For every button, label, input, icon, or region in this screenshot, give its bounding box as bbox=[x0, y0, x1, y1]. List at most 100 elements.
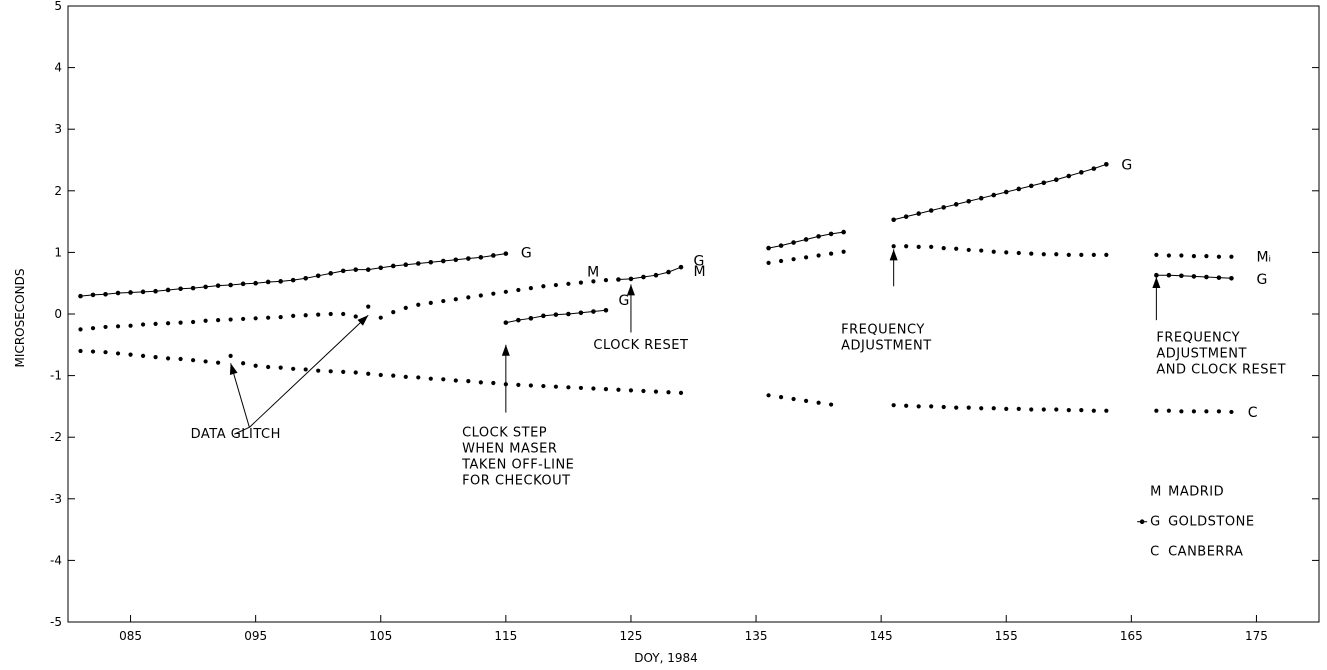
canberra-point bbox=[128, 352, 133, 357]
canberra-point bbox=[541, 383, 546, 389]
madrid-point bbox=[1104, 252, 1109, 257]
goldstone-point bbox=[791, 240, 796, 245]
x-tick-label: 155 bbox=[995, 629, 1018, 643]
canberra-point bbox=[391, 373, 396, 378]
madrid-point bbox=[266, 315, 271, 320]
series-layer bbox=[78, 162, 1234, 415]
madrid-point bbox=[103, 324, 108, 330]
madrid-point bbox=[416, 302, 421, 307]
madrid-point bbox=[1029, 251, 1034, 256]
madrid-point bbox=[1166, 253, 1171, 258]
x-tick-label: 085 bbox=[119, 629, 142, 643]
legend-label: CANBERRA bbox=[1168, 545, 1243, 560]
canberra-point bbox=[904, 403, 909, 408]
madrid-point bbox=[954, 246, 959, 251]
canberra-point bbox=[641, 388, 646, 394]
goldstone-point bbox=[303, 275, 308, 281]
madrid-point bbox=[1054, 252, 1059, 257]
canberra-point bbox=[1054, 407, 1059, 412]
goldstone-point bbox=[1154, 272, 1159, 278]
madrid-point bbox=[816, 253, 821, 258]
plot-frame bbox=[67, 5, 1320, 623]
goldstone-point bbox=[1053, 177, 1059, 183]
madrid-point bbox=[1041, 252, 1046, 257]
goldstone-point bbox=[803, 237, 809, 242]
goldstone-point bbox=[566, 311, 571, 317]
canberra-point bbox=[503, 382, 508, 387]
goldstone-point bbox=[628, 276, 634, 282]
goldstone-point bbox=[203, 284, 208, 290]
canberra-point bbox=[628, 388, 634, 393]
goldstone-point bbox=[1166, 272, 1172, 278]
canberra-point bbox=[1091, 408, 1096, 413]
goldstone-point bbox=[1204, 274, 1209, 280]
madrid-point bbox=[1179, 253, 1184, 258]
goldstone-point bbox=[1216, 275, 1222, 280]
canberra-point bbox=[791, 396, 796, 402]
canberra-point bbox=[653, 389, 659, 394]
canberra-point bbox=[341, 369, 346, 375]
goldstone-point bbox=[353, 267, 359, 272]
canberra-point bbox=[941, 404, 946, 410]
madrid-point bbox=[316, 312, 321, 317]
canberra-point bbox=[1216, 409, 1222, 414]
canberra-point bbox=[528, 383, 533, 388]
goldstone-point bbox=[1016, 186, 1022, 192]
annotation-arrowhead bbox=[229, 363, 238, 375]
madrid-point bbox=[991, 249, 996, 254]
madrid-point bbox=[278, 314, 283, 320]
madrid-point bbox=[428, 300, 433, 306]
x-tick-label: 165 bbox=[1120, 629, 1143, 643]
goldstone-point bbox=[591, 309, 596, 314]
madrid-point bbox=[603, 278, 609, 283]
clock-reset-annotation-line: CLOCK RESET bbox=[593, 338, 688, 353]
madrid-point bbox=[241, 316, 246, 322]
madrid-point bbox=[115, 324, 121, 329]
y-tick-label: 1 bbox=[54, 245, 62, 259]
madrid-point bbox=[303, 313, 308, 318]
madrid-point bbox=[1016, 250, 1021, 256]
y-tick-label: 2 bbox=[54, 184, 62, 198]
goldstone-point bbox=[90, 292, 96, 298]
goldstone-point bbox=[328, 271, 334, 276]
canberra-point bbox=[1016, 406, 1021, 411]
station-marker: G bbox=[521, 245, 532, 261]
madrid-point bbox=[453, 297, 458, 302]
annotation-arrowhead bbox=[357, 315, 369, 326]
legend-dot bbox=[1139, 519, 1145, 525]
madrid-point bbox=[1066, 252, 1071, 257]
goldstone-point bbox=[178, 286, 183, 292]
madrid-point bbox=[553, 282, 558, 288]
goldstone-point bbox=[891, 217, 896, 223]
y-tick-label: -3 bbox=[50, 492, 62, 506]
legend-item-goldstone: G GOLDSTONE bbox=[1137, 515, 1254, 530]
madrid-point bbox=[1216, 254, 1222, 259]
canberra-point bbox=[979, 406, 984, 411]
canberra-point bbox=[491, 380, 496, 386]
goldstone-point bbox=[641, 274, 646, 280]
station-marker: M bbox=[587, 264, 599, 280]
y-tick-label: -2 bbox=[50, 430, 62, 444]
madrid-point bbox=[353, 314, 358, 319]
canberra-point bbox=[428, 376, 433, 381]
madrid-point bbox=[253, 316, 258, 321]
canberra-point bbox=[291, 366, 296, 371]
clock-step-annotation-line: FOR CHECKOUT bbox=[462, 473, 571, 488]
goldstone-point bbox=[653, 272, 659, 278]
canberra-point bbox=[103, 350, 108, 355]
madrid-point bbox=[578, 280, 584, 285]
goldstone-point bbox=[365, 267, 371, 272]
goldstone-point bbox=[165, 287, 171, 293]
station-marker: G bbox=[1256, 272, 1267, 288]
madrid-point bbox=[128, 323, 133, 328]
goldstone-point bbox=[828, 231, 834, 237]
canberra-point bbox=[253, 363, 258, 368]
madrid-point bbox=[841, 249, 846, 254]
goldstone-series-line bbox=[893, 163, 1107, 221]
madrid-point bbox=[929, 244, 934, 249]
madrid-point bbox=[591, 279, 596, 284]
station-marker: G bbox=[694, 253, 705, 269]
annotation-arrowhead bbox=[889, 249, 898, 261]
clock-step-annotation-line: WHEN MASER bbox=[462, 441, 557, 456]
goldstone-point bbox=[228, 282, 233, 288]
